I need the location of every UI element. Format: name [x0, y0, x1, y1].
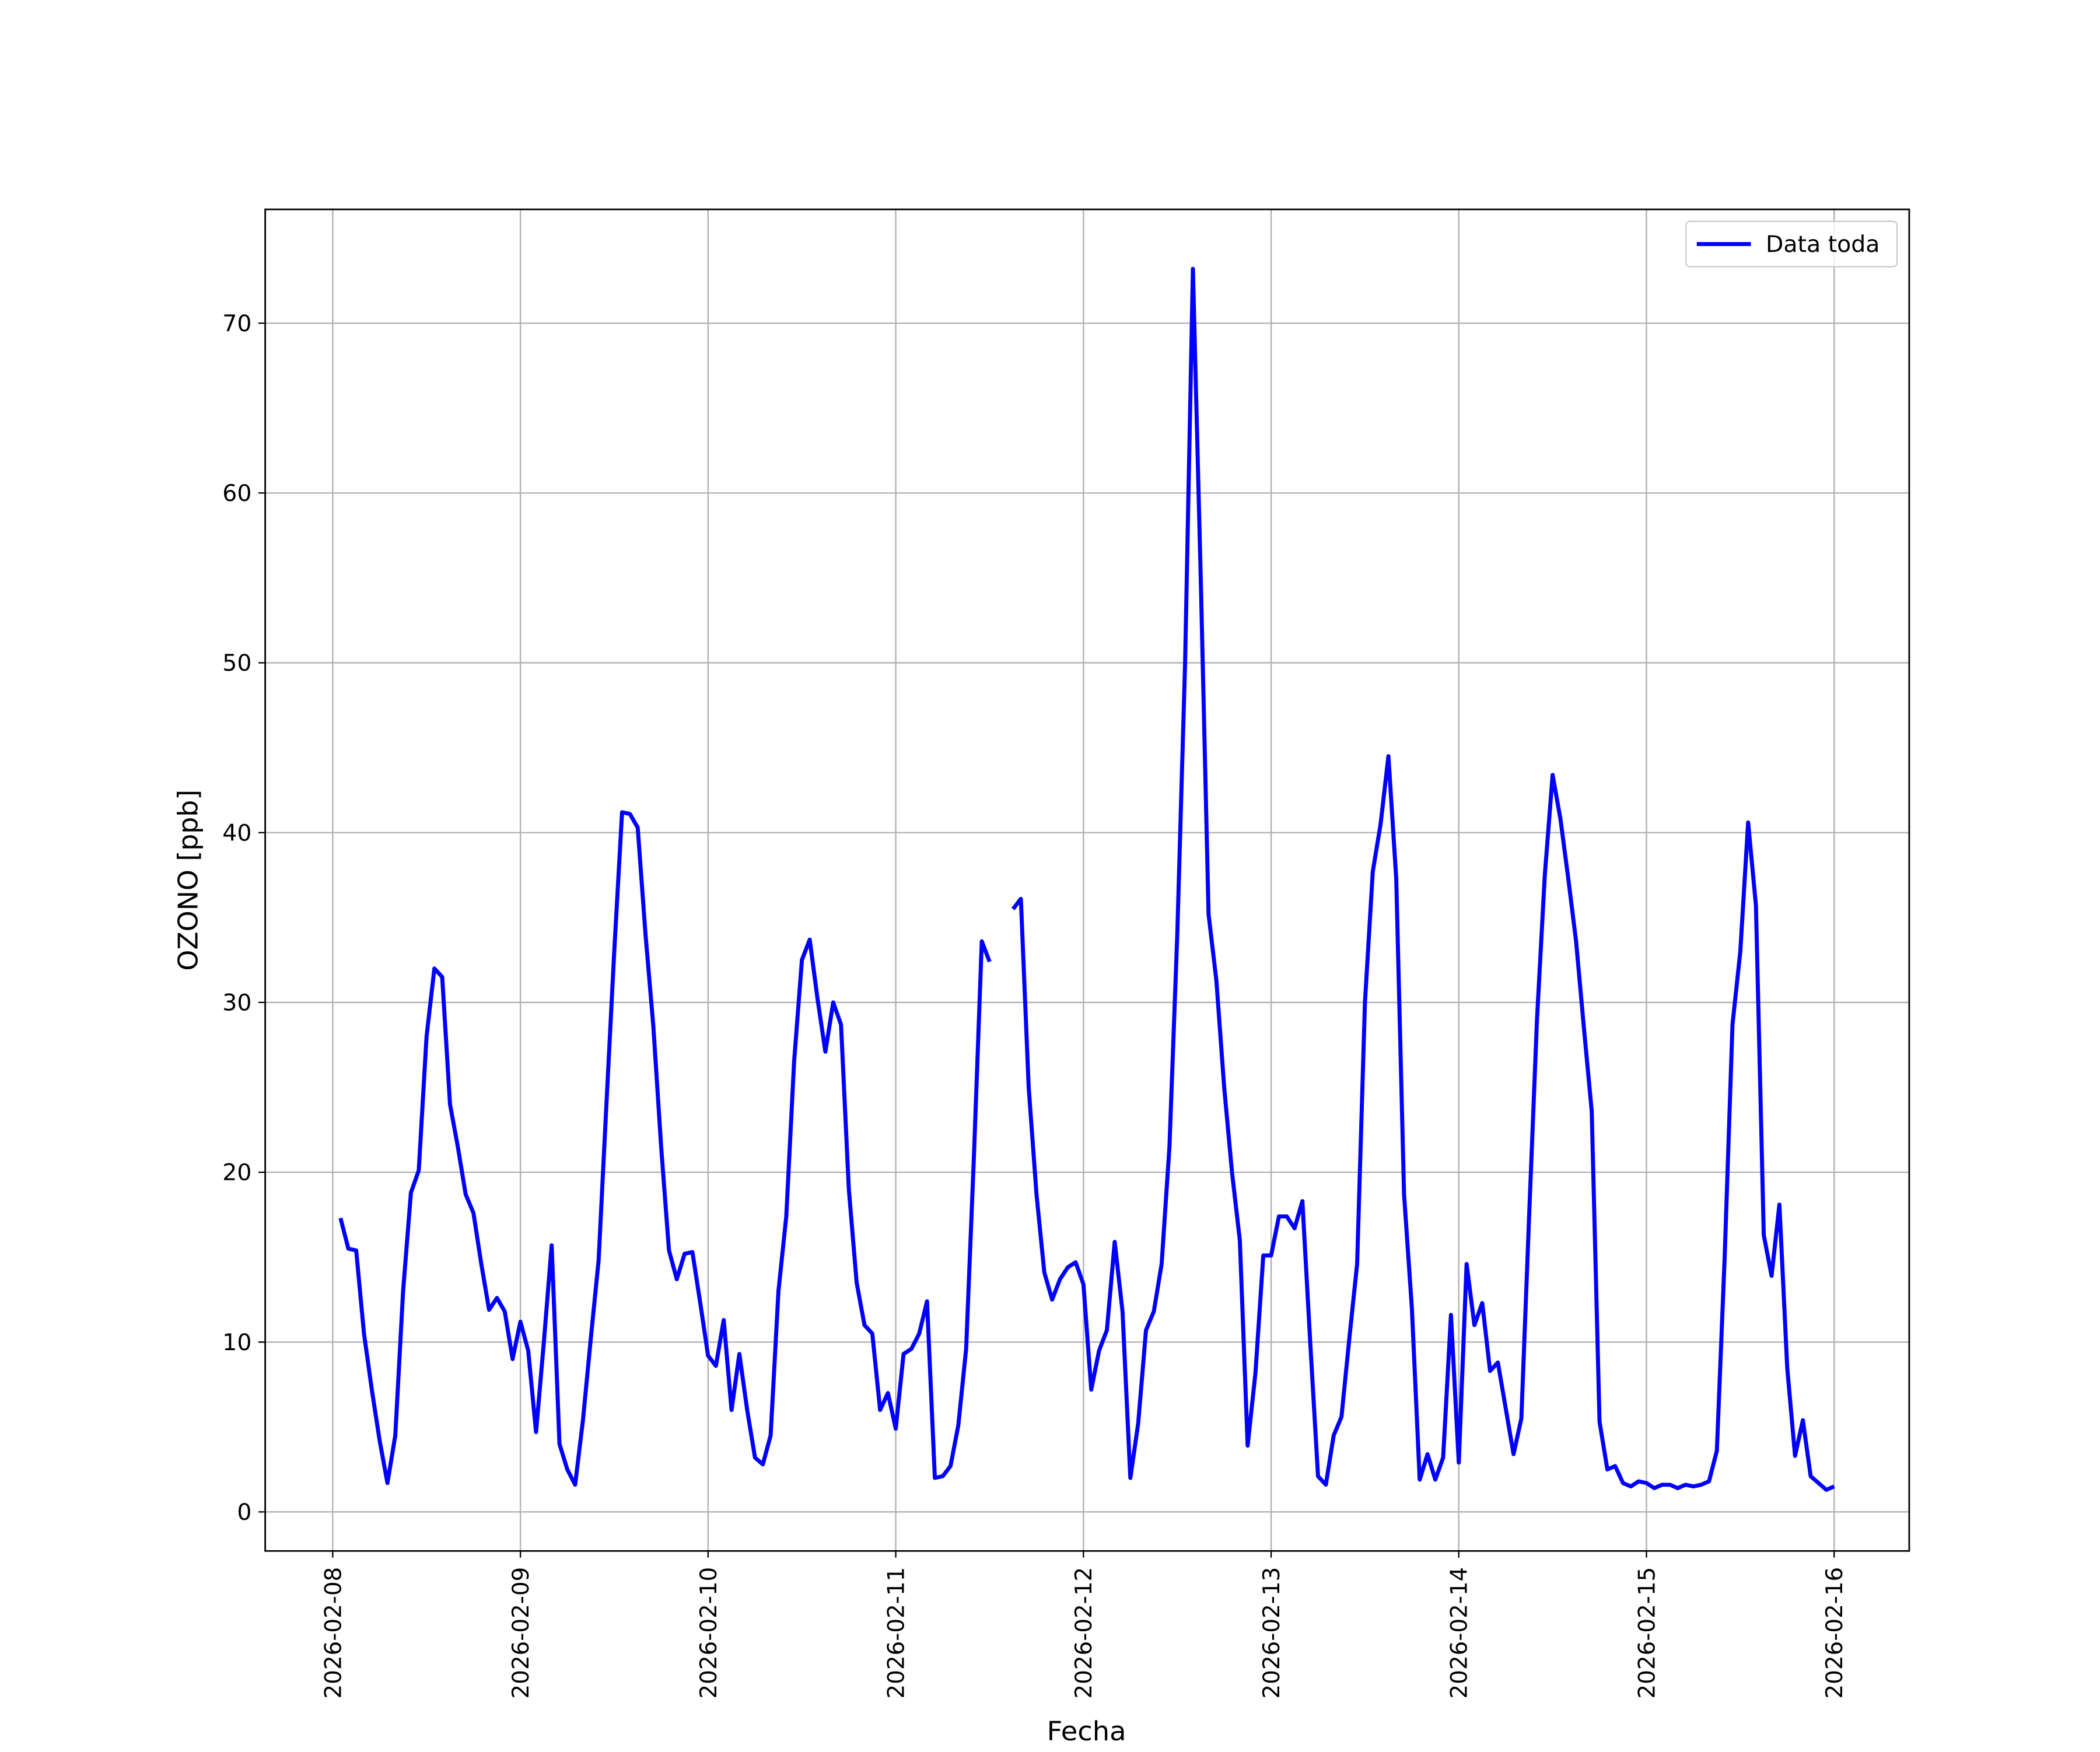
- y-tick-label: 0: [237, 1499, 251, 1526]
- y-tick-label: 20: [222, 1160, 251, 1186]
- y-tick-label: 60: [222, 481, 251, 507]
- x-tick-label: 2026-02-12: [1071, 1567, 1097, 1699]
- x-tick-label: 2026-02-08: [320, 1567, 346, 1699]
- y-tick-label: 30: [222, 990, 251, 1017]
- legend-box: [1685, 220, 1898, 268]
- y-tick-label: 50: [222, 650, 251, 677]
- plot-area: [338, 267, 1835, 1492]
- x-tick-label: 2026-02-14: [1446, 1567, 1472, 1699]
- axes-frame: [264, 208, 1910, 1552]
- x-axis-label: Fecha: [1047, 1715, 1126, 1747]
- x-tick-label: 2026-02-16: [1822, 1567, 1848, 1699]
- y-axis-label: OZONO [ppb]: [172, 790, 204, 971]
- x-tick-label: 2026-02-11: [883, 1567, 909, 1699]
- x-tick-label: 2026-02-09: [508, 1567, 534, 1699]
- y-tick-label: 10: [222, 1330, 251, 1356]
- legend-label: Data toda: [1766, 232, 1880, 258]
- x-tick-label: 2026-02-13: [1259, 1567, 1285, 1699]
- y-tick-label: 70: [222, 311, 251, 337]
- y-tick-label: 40: [222, 821, 251, 847]
- legend: Data toda: [1685, 220, 1898, 268]
- data-line: [338, 267, 1835, 1492]
- x-tick-label: 2026-02-10: [696, 1567, 722, 1699]
- x-tick-label: 2026-02-15: [1634, 1567, 1660, 1699]
